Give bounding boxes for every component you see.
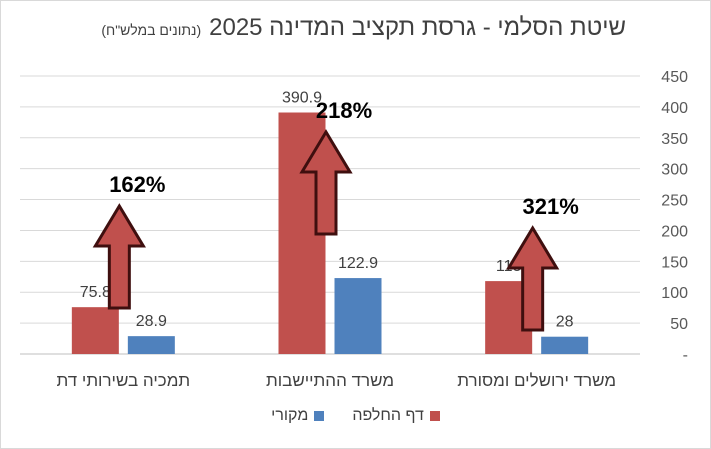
chart-title-text: שיטת הסלמי - גרסת תקציב המדינה 2025: [209, 14, 626, 41]
growth-arrow-icon: [92, 203, 146, 310]
data-label: 75.8: [80, 284, 111, 301]
y-tick-label: 100: [661, 285, 688, 302]
growth-arrow-icon: [299, 129, 353, 236]
growth-label: 218%: [316, 98, 372, 123]
category-label: משרד ירושלים ומסורת: [457, 371, 616, 390]
data-label: 28.9: [136, 313, 167, 330]
category-label: תמכיה בשירותי דת: [57, 371, 191, 390]
y-tick-label: 250: [661, 193, 688, 210]
y-tick-label: 300: [661, 162, 688, 179]
y-tick-label: 350: [661, 131, 688, 148]
legend-item-replacement: דף החלפה: [352, 407, 440, 425]
legend-swatch-replacement: [429, 411, 440, 421]
category-label: משרד ההתיישבות: [266, 371, 394, 390]
bar-original: [334, 278, 382, 354]
growth-arrow-icon: [506, 225, 560, 332]
y-tick-label: 400: [661, 100, 688, 117]
data-label: 390.9: [282, 90, 322, 107]
y-tick-label: 450: [661, 69, 688, 86]
y-tick-label: 50: [670, 316, 688, 333]
growth-label: 321%: [523, 194, 579, 219]
legend-swatch-original: [314, 411, 325, 421]
bar-original: [541, 336, 589, 354]
legend-label-replacement: דף החלפה: [352, 407, 424, 424]
chart-title: שיטת הסלמי - גרסת תקציב המדינה 2025 (נתונ…: [101, 14, 626, 42]
data-label: 122.9: [338, 255, 378, 272]
bar-replacement: [71, 307, 119, 354]
chart-subtitle: (נתונים במלש"ח): [101, 22, 202, 38]
y-tick-label: 200: [661, 223, 688, 240]
legend-label-original: מקורי: [271, 407, 309, 424]
growth-label: 162%: [109, 172, 165, 197]
bar-original: [127, 336, 175, 354]
legend-item-original: מקורי: [271, 407, 325, 425]
y-tick-label: -: [683, 347, 688, 364]
legend: דף החלפה מקורי: [0, 407, 711, 425]
y-tick-label: 150: [661, 254, 688, 271]
data-label: 28: [556, 314, 574, 331]
